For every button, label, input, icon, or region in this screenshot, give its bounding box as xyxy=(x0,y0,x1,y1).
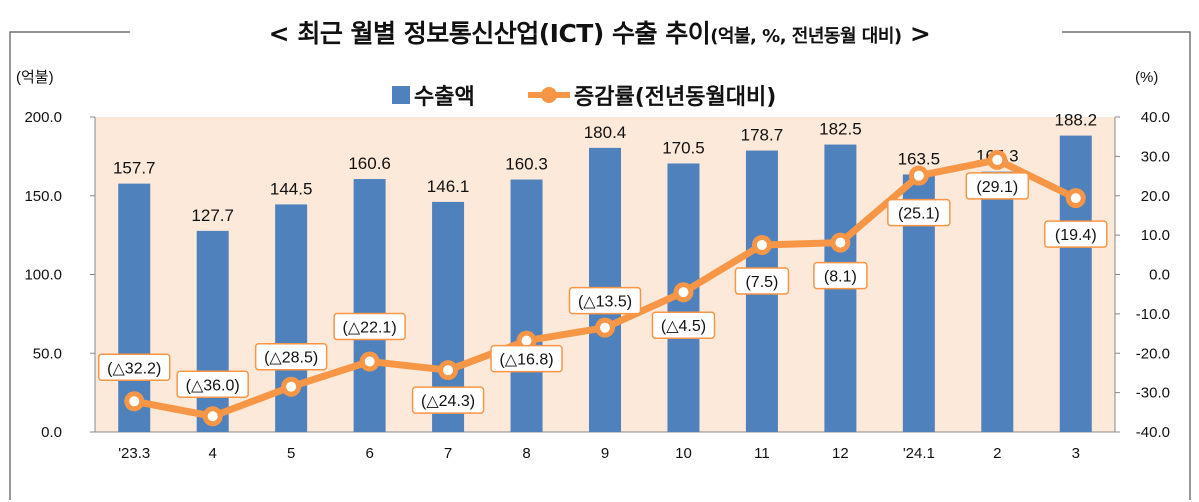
rate-value-label: (25.1) xyxy=(898,206,940,223)
x-tick-label: 7 xyxy=(444,445,452,462)
bar-value-label: 182.5 xyxy=(819,120,862,139)
bar-value-label: 188.2 xyxy=(1054,111,1097,130)
rate-marker-center xyxy=(600,322,610,333)
rate-value-label: (△4.5) xyxy=(661,318,706,335)
rate-label-box xyxy=(97,353,171,382)
bar-value-label: 160.6 xyxy=(348,154,391,173)
legend-bar-label: 수출액 xyxy=(414,85,475,110)
bar xyxy=(275,204,308,432)
rate-value-label: (△32.2) xyxy=(107,360,161,377)
right-tick-label: 10.0 xyxy=(1141,227,1170,244)
rate-marker-center xyxy=(1070,193,1081,204)
rate-label-box xyxy=(568,286,642,315)
x-tick-label: 12 xyxy=(832,445,849,462)
right-tick-label: 0.0 xyxy=(1149,267,1170,284)
right-tick-label: -40.0 xyxy=(1136,424,1170,441)
rate-label-box xyxy=(965,172,1030,200)
right-tick-label: 20.0 xyxy=(1141,188,1170,205)
x-tick-label: 3 xyxy=(1072,445,1080,462)
bar-value-label: 178.7 xyxy=(741,126,784,145)
left-tick-label: 200.0 xyxy=(24,109,62,126)
rate-label-box xyxy=(651,311,716,339)
rate-value-label: (△16.8) xyxy=(499,352,553,369)
bar-value-label: 157.7 xyxy=(113,159,156,178)
rate-label-box xyxy=(254,342,328,371)
bar xyxy=(196,230,229,432)
legend-bar-swatch xyxy=(392,86,410,104)
right-tick-label: 40.0 xyxy=(1141,109,1170,126)
rate-marker-center xyxy=(913,170,924,181)
rate-value-label: (△24.3) xyxy=(421,393,475,410)
title-units: (억불, %, 전년동월 대비) xyxy=(710,26,902,47)
rate-marker-center xyxy=(678,287,689,298)
bar xyxy=(510,179,543,432)
rate-value-label: (△28.5) xyxy=(264,350,318,367)
rate-marker-center xyxy=(286,381,297,392)
x-tick-label: 10 xyxy=(675,445,692,462)
frame-left xyxy=(9,31,130,500)
bar-value-label: 180.4 xyxy=(584,123,627,142)
rate-marker-center xyxy=(521,335,532,346)
legend-line-marker xyxy=(541,87,557,103)
bar-value-label: 127.7 xyxy=(191,206,234,225)
title-end: > xyxy=(909,19,931,48)
rate-value-label: (△22.1) xyxy=(343,320,397,337)
right-tick-label: -10.0 xyxy=(1136,306,1170,323)
right-tick-label: -30.0 xyxy=(1136,385,1170,402)
bar-value-label: 160.3 xyxy=(505,155,548,174)
bar xyxy=(353,179,386,432)
rate-marker-center xyxy=(835,237,846,248)
left-axis-unit: (억불) xyxy=(16,69,54,86)
bar xyxy=(118,183,151,432)
rate-marker-center xyxy=(364,356,375,367)
rate-label-box xyxy=(411,386,485,414)
left-tick-label: 0.0 xyxy=(41,424,62,441)
rate-marker-center xyxy=(207,411,218,422)
left-tick-label: 50.0 xyxy=(33,345,62,362)
x-tick-label: 2 xyxy=(993,445,1001,462)
x-tick-label: 5 xyxy=(287,445,295,462)
frame-right xyxy=(1062,31,1191,500)
x-tick-label: 8 xyxy=(522,445,530,462)
x-tick-label: 6 xyxy=(365,445,373,462)
rate-value-label: (7.5) xyxy=(745,274,778,291)
rate-value-label: (8.1) xyxy=(824,269,857,286)
bar-value-label: 146.1 xyxy=(427,177,470,196)
left-tick-label: 100.0 xyxy=(24,267,62,284)
x-tick-label: 9 xyxy=(601,445,609,462)
rate-label-box xyxy=(1044,220,1108,248)
x-tick-label: '24.1 xyxy=(903,445,935,462)
right-tick-label: 30.0 xyxy=(1141,148,1170,165)
rate-label-box xyxy=(176,370,249,398)
bar-value-label: 144.5 xyxy=(270,179,313,198)
rate-value-label: (19.4) xyxy=(1055,227,1097,244)
right-axis-unit: (%) xyxy=(1135,69,1158,86)
x-tick-label: '23.3 xyxy=(118,445,150,462)
rate-value-label: (△13.5) xyxy=(578,294,632,311)
right-tick-label: -20.0 xyxy=(1136,345,1170,362)
legend-line-label: 증감률(전년동월대비) xyxy=(574,85,776,110)
rate-marker-center xyxy=(129,396,140,407)
rate-label-box xyxy=(333,312,406,341)
rate-label-box xyxy=(887,198,951,227)
chart-title: < 최근 월별 정보통신산업(ICT) 수출 추이(억불, %, 전년동월 대비… xyxy=(0,14,1199,50)
rate-label-box xyxy=(490,344,563,373)
rate-value-label: (29.1) xyxy=(976,179,1018,196)
rate-marker-center xyxy=(992,154,1003,165)
title-text: < 최근 월별 정보통신산업(ICT) 수출 추이 xyxy=(268,19,711,48)
bar-value-label: 170.5 xyxy=(662,138,705,157)
rate-value-label: (△36.0) xyxy=(186,377,240,394)
bar-value-label: 163.5 xyxy=(898,149,941,168)
left-tick-label: 150.0 xyxy=(24,188,62,205)
rate-label-box xyxy=(813,261,868,290)
rate-marker-center xyxy=(756,239,767,250)
bar xyxy=(981,171,1014,432)
rate-label-box xyxy=(734,267,790,295)
x-tick-label: 11 xyxy=(754,445,770,462)
bar xyxy=(1059,135,1092,432)
rate-marker-center xyxy=(443,365,454,376)
x-tick-label: 4 xyxy=(209,445,217,462)
